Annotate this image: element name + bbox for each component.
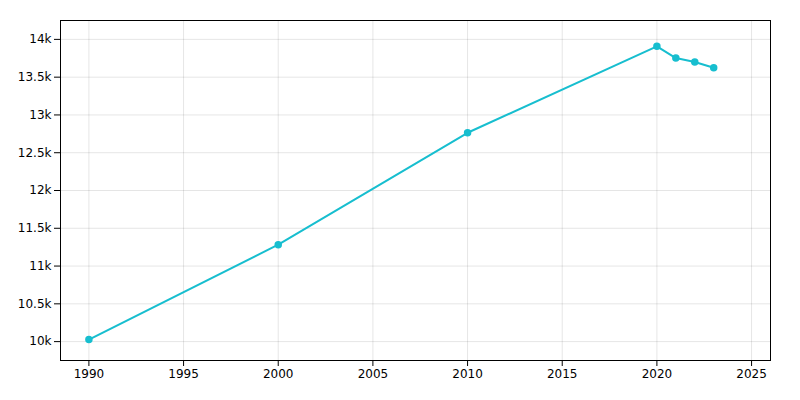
svg-text:2025: 2025 <box>736 367 767 381</box>
svg-text:10.5k: 10.5k <box>18 297 52 311</box>
svg-text:11.5k: 11.5k <box>18 221 52 235</box>
svg-text:13.5k: 13.5k <box>18 70 52 84</box>
svg-text:1995: 1995 <box>168 367 199 381</box>
svg-text:12k: 12k <box>29 183 51 197</box>
svg-text:2000: 2000 <box>263 367 294 381</box>
svg-text:2010: 2010 <box>452 367 483 381</box>
svg-text:13k: 13k <box>29 108 51 122</box>
svg-text:11k: 11k <box>29 259 51 273</box>
svg-text:2020: 2020 <box>642 367 673 381</box>
svg-text:2015: 2015 <box>547 367 578 381</box>
svg-text:2005: 2005 <box>358 367 389 381</box>
svg-text:1990: 1990 <box>74 367 105 381</box>
svg-text:12.5k: 12.5k <box>18 146 52 160</box>
svg-text:14k: 14k <box>29 32 51 46</box>
svg-text:10k: 10k <box>29 334 51 348</box>
